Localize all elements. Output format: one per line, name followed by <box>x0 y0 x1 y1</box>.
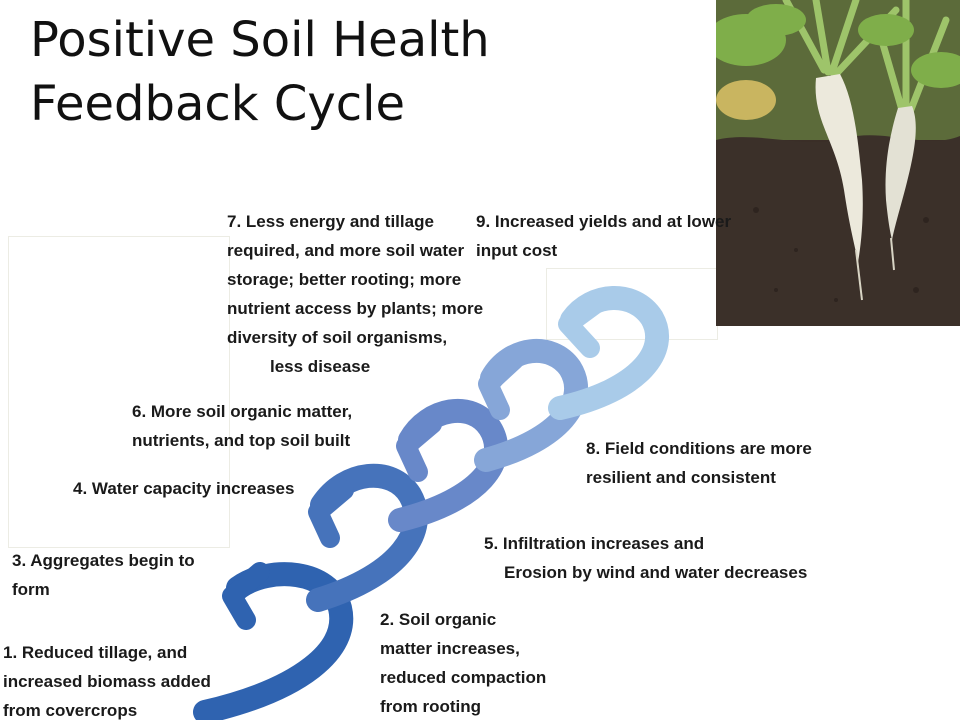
step-text-line: nutrient access by plants; more <box>227 299 484 318</box>
arrow-head-5 <box>558 292 608 358</box>
step-text-line: reduced compaction <box>380 668 547 687</box>
title-line-2: Feedback Cycle <box>30 76 406 132</box>
step-text-line: storage; better rooting; more <box>227 270 462 289</box>
radish-photo-illustration <box>716 0 960 326</box>
step-text-line: 3. Aggregates begin to <box>12 551 195 570</box>
step-7-text: 7. Less energy and tillage required, and… <box>227 207 483 381</box>
radish-roots-photo <box>716 0 960 326</box>
step-text-line: 7. Less energy and tillage <box>227 212 434 231</box>
arrow-loop-2 <box>306 463 428 612</box>
step-text-line: 8. Field conditions are more <box>586 439 812 458</box>
step-text-line: form <box>12 580 50 599</box>
arrow-head-4 <box>478 350 524 420</box>
step-9-text: 9. Increased yields and at lower input c… <box>476 207 731 265</box>
step-8-text: 8. Field conditions are more resilient a… <box>586 434 812 492</box>
step-text-line: required, and more soil water <box>227 241 465 260</box>
step-text-line: Erosion by wind and water decreases <box>504 563 808 582</box>
step-text-line: from covercrops <box>3 701 138 720</box>
step-4-text: 4. Water capacity increases <box>73 474 294 503</box>
step-6-text: 6. More soil organic matter, nutrients, … <box>132 397 352 455</box>
step-text-line: resilient and consistent <box>586 468 776 487</box>
title-line-1: Positive Soil Health <box>30 12 490 68</box>
slide-title: Positive Soil Health Feedback Cycle <box>30 8 490 136</box>
step-3-text: 3. Aggregates begin to form <box>12 546 195 604</box>
step-text-line: 2. Soil organic <box>380 610 497 629</box>
step-5-text: 5. Infiltration increases and Erosion by… <box>484 529 807 587</box>
step-text-line: 4. Water capacity increases <box>73 479 295 498</box>
step-1-text: 1. Reduced tillage, and increased biomas… <box>3 638 211 725</box>
step-text-line: diversity of soil organisms, <box>227 328 448 347</box>
step-text-line: 1. Reduced tillage, and <box>3 643 188 662</box>
step-text-line: 5. Infiltration increases and <box>484 534 705 553</box>
arrow-loop-1 <box>193 562 354 720</box>
step-text-line: matter increases, <box>380 639 520 658</box>
step-text-line: input cost <box>476 241 558 260</box>
arrow-head-2 <box>308 480 354 548</box>
step-text-line: from rooting <box>380 697 482 716</box>
step-text-line: 9. Increased yields and at lower <box>476 212 732 231</box>
step-text-line: increased biomass added <box>3 672 211 691</box>
step-2-text: 2. Soil organic matter increases, reduce… <box>380 605 546 721</box>
step-text-line: 6. More soil organic matter, <box>132 402 353 421</box>
step-frame <box>8 236 230 548</box>
arrow-head-1 <box>222 562 270 630</box>
arrow-head-3 <box>396 414 442 482</box>
step-text-line: nutrients, and top soil built <box>132 431 351 450</box>
step-text-line: less disease <box>270 357 371 376</box>
